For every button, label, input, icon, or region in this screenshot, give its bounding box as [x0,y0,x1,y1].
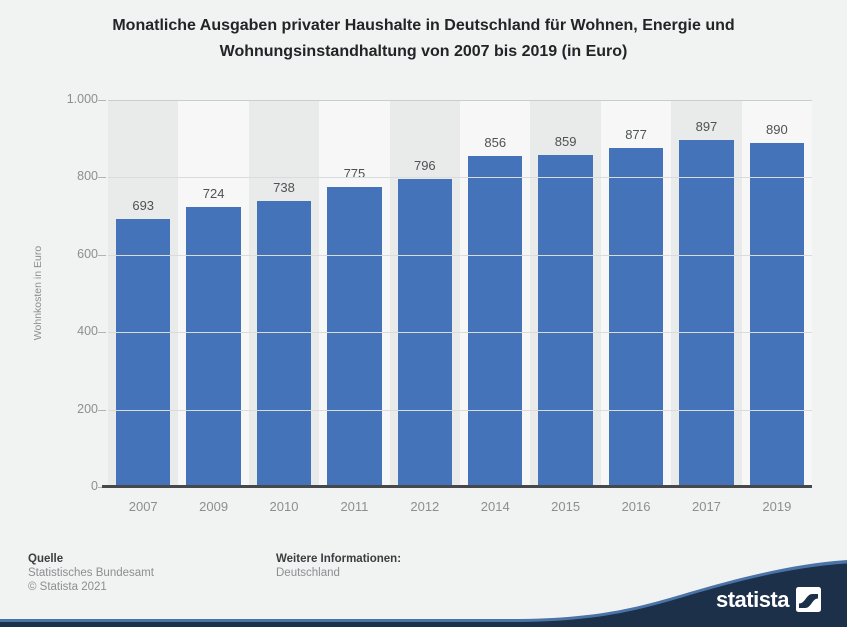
statista-logo-icon [796,587,821,612]
source-label: Quelle [28,553,64,565]
bar-column: 693 2007 [108,100,179,514]
bar-column: 890 2019 [741,100,813,514]
x-tick-label: 2009 [199,499,229,514]
source-block: Quelle Statistisches Bundesamt © Statist… [28,552,154,594]
x-tick-label: 2016 [621,499,651,514]
bar [468,156,523,487]
y-tick-label: 600 [77,247,98,261]
bar-value-label: 775 [343,166,366,181]
statista-wave [0,560,847,627]
x-tick-label: 2017 [691,499,721,514]
bar [186,207,241,487]
copyright: © Statista 2021 [28,581,107,593]
bar-column: 738 2010 [248,100,320,514]
x-tick-label: 2015 [551,499,581,514]
bar [116,219,171,487]
x-tick-label: 2011 [340,499,369,514]
chart-title: Monatliche Ausgaben privater Haushalte i… [112,17,735,60]
x-axis-line [102,485,812,488]
y-tick-mark [98,410,106,411]
bar-column: 796 2012 [389,100,461,514]
source-name: Statistisches Bundesamt [28,567,154,579]
bar [538,155,593,487]
info-label: Weitere Informationen: [276,553,402,565]
plot-area: 693 2007 724 2009 738 2010 775 2011 796 2012 856 20… [67,92,813,514]
bar [256,201,312,487]
y-tick-mark [98,100,106,101]
y-tick-label: 800 [77,169,98,183]
bar-value-label: 877 [625,127,647,142]
y-tick-label: 1.000 [66,92,98,106]
statista-logo[interactable]: statista [716,587,821,612]
bar-value-label: 738 [273,180,295,195]
bar [327,187,382,487]
x-tick-label: 2012 [410,499,440,514]
y-tick-mark [98,332,106,333]
y-axis-title: Wohnkosten in Euro [32,245,44,341]
x-tick-label: 2007 [128,499,158,514]
y-tick-mark [98,177,106,178]
bar-value-label: 724 [202,186,225,201]
bar-column: 897 2017 [671,100,742,514]
bar-value-label: 859 [554,134,577,149]
bar-value-label: 897 [695,119,718,134]
wave-navy-body [0,563,847,627]
x-tick-label: 2014 [480,499,510,514]
y-tick-mark [98,255,106,256]
x-tick-label: 2019 [762,499,792,514]
bar [749,143,805,487]
bar-column: 856 2014 [460,100,531,514]
bar [397,179,453,487]
info-value: Deutschland [276,567,340,579]
bar-value-label: 890 [766,122,788,137]
bar-value-label: 856 [484,135,507,150]
bar-value-label: 693 [132,198,155,213]
bar [608,148,664,487]
bar [679,140,734,487]
y-tick-label: 200 [77,402,98,416]
x-tick-label: 2010 [269,499,299,514]
bar-column: 877 2016 [600,100,672,514]
bar-column: 775 2011 [319,100,390,514]
bar-column: 724 2009 [178,100,249,514]
info-block: Weitere Informationen: Deutschland [276,552,401,580]
bar-column: 859 2015 [530,100,601,514]
y-tick-label: 0 [91,479,98,493]
bar-value-label: 796 [413,158,436,173]
y-tick-label: 400 [77,324,98,338]
statista-logo-text: statista [715,587,790,612]
